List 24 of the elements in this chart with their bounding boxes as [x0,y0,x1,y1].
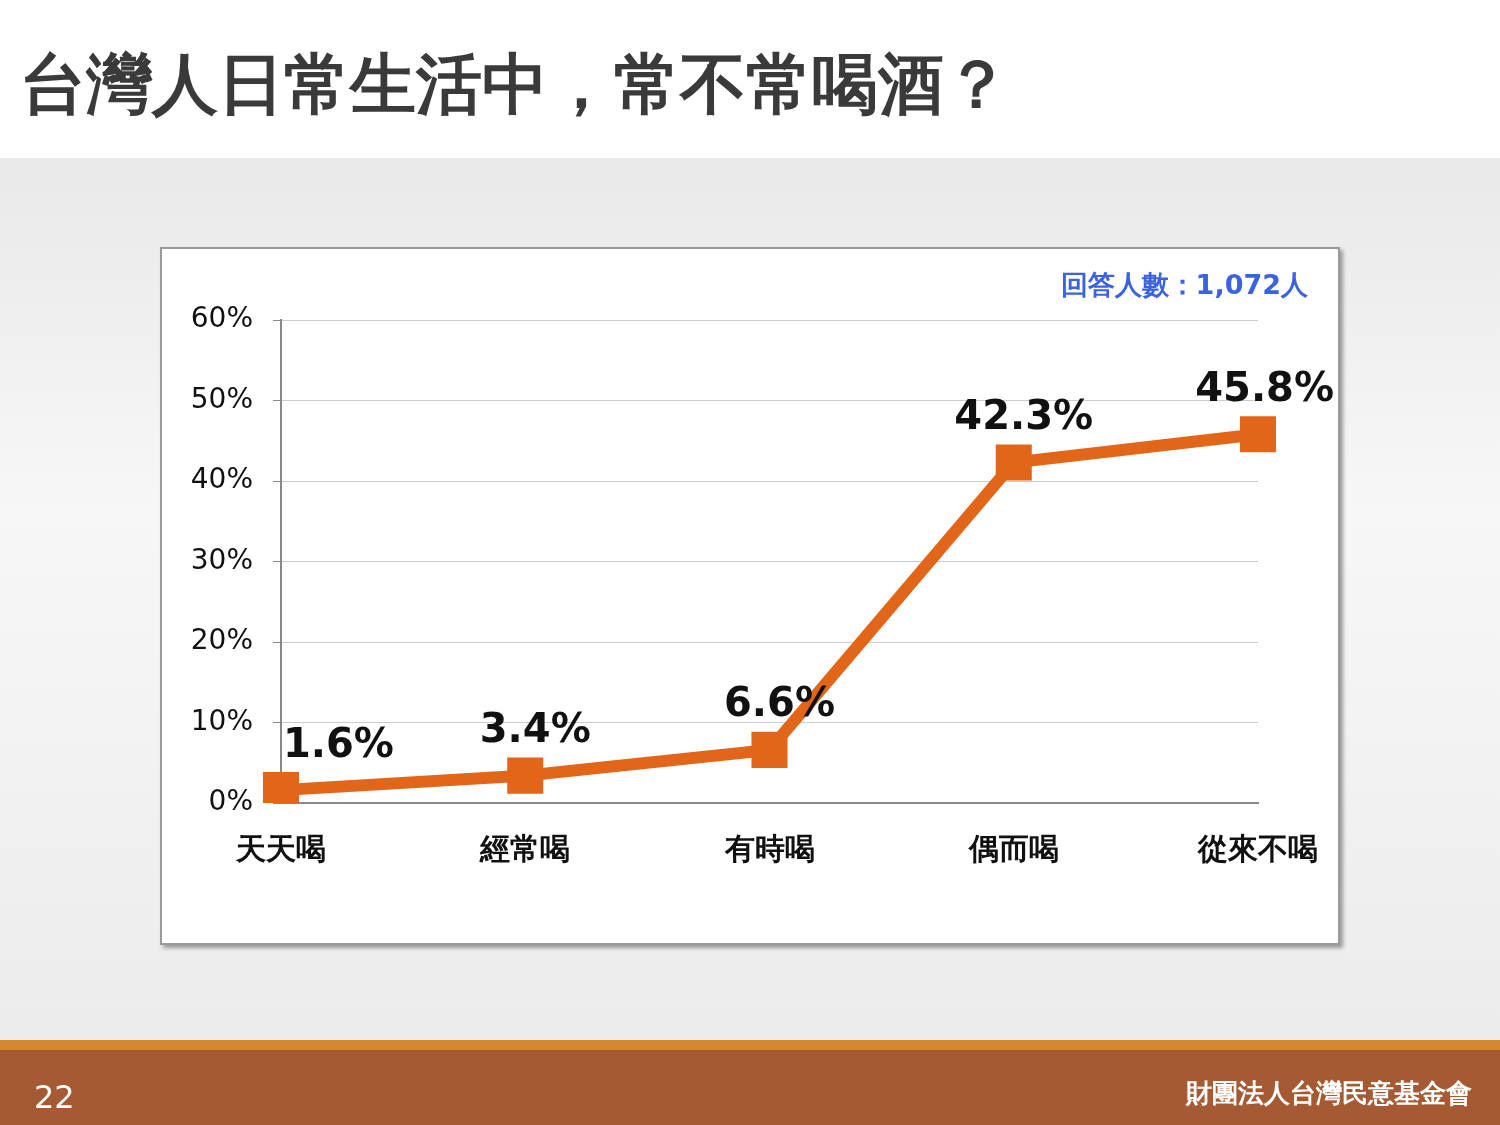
data-label: 42.3% [954,391,1094,438]
x-tick-label: 有時喝 [723,830,815,866]
x-tick-label: 從來不喝 [1197,830,1318,866]
text: 回答人數：1,072人 [1060,268,1308,302]
y-tick-label: 0% [208,784,253,818]
y-tick-label: 30% [190,542,253,576]
x-tick-label: 偶而喝 [967,830,1059,866]
data-label: 45.8% [1195,363,1335,410]
point [751,731,788,768]
text: 22 [34,1078,75,1116]
x-tick-label: 經常喝 [479,830,571,866]
point [1239,416,1277,453]
point [507,757,544,794]
y-tick-label: 40% [190,462,253,496]
data-label: 3.4% [479,705,591,752]
y-tick-label: 10% [190,703,253,737]
data-label: 1.6% [283,719,394,766]
y-tick-label: 20% [190,623,253,657]
text: 財團法人台灣民意基金會 [1186,1077,1472,1110]
x-tick-label: 天天喝 [235,830,326,866]
y-tick-label: 50% [190,381,253,415]
chart-title: 台灣人日常生活中，常不常喝酒？ [20,45,1010,125]
y-tick-label: 60% [190,301,253,335]
point [995,444,1032,481]
